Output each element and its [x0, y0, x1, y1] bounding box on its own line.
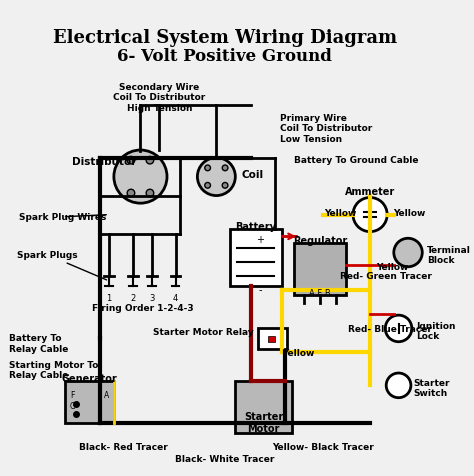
Bar [235, 381, 292, 433]
Circle shape [222, 183, 228, 189]
Text: 6- Volt Positive Ground: 6- Volt Positive Ground [118, 48, 332, 64]
Text: Firing Order 1-2-4-3: Firing Order 1-2-4-3 [91, 303, 193, 312]
Text: 2: 2 [130, 294, 136, 303]
Circle shape [353, 198, 387, 232]
Text: Terminal
Block: Terminal Block [427, 246, 471, 265]
Text: Yellow- Black Tracer: Yellow- Black Tracer [272, 442, 374, 451]
Text: Secondary Wire
Coil To Distributor
High Tension: Secondary Wire Coil To Distributor High … [113, 82, 206, 112]
Text: Yellow: Yellow [325, 208, 357, 218]
Text: 4: 4 [173, 294, 178, 303]
Text: Distributor: Distributor [72, 157, 137, 167]
Circle shape [386, 373, 411, 398]
Circle shape [222, 166, 228, 171]
Text: Black- White Tracer: Black- White Tracer [175, 454, 274, 463]
Circle shape [127, 190, 135, 198]
Text: Starting Motor To
Relay Cable: Starting Motor To Relay Cable [9, 360, 99, 379]
Bar [268, 337, 275, 342]
Text: Generator: Generator [61, 373, 117, 383]
Text: -: - [258, 284, 262, 294]
Text: A: A [104, 390, 109, 399]
Text: Battery To Ground Cable: Battery To Ground Cable [294, 156, 419, 164]
Text: +: + [256, 234, 264, 244]
Text: Red- Blue Tracer: Red- Blue Tracer [348, 324, 432, 333]
Text: Ignition
Lock: Ignition Lock [416, 321, 455, 340]
Text: Red- Green Tracer: Red- Green Tracer [340, 272, 432, 281]
Text: Yellow: Yellow [393, 208, 425, 218]
Bar [64, 381, 114, 424]
Text: Spark Plugs: Spark Plugs [17, 251, 107, 280]
Text: Battery To
Relay Cable: Battery To Relay Cable [9, 334, 69, 353]
Text: Electrical System Wiring Diagram: Electrical System Wiring Diagram [53, 29, 397, 47]
Text: 3: 3 [149, 294, 155, 303]
Bar [258, 329, 287, 349]
Bar [294, 244, 346, 296]
Circle shape [197, 159, 235, 196]
Text: Ammeter: Ammeter [345, 187, 395, 197]
Text: Yellow: Yellow [282, 348, 314, 357]
Bar [229, 229, 282, 286]
Text: Regulator: Regulator [293, 236, 347, 246]
Text: Starter
Motor: Starter Motor [244, 412, 283, 433]
Text: A F B: A F B [310, 288, 331, 297]
Text: Yellow: Yellow [376, 262, 408, 271]
Circle shape [205, 166, 210, 171]
Text: 1: 1 [107, 294, 112, 303]
Circle shape [385, 316, 412, 342]
Text: Coil: Coil [241, 169, 263, 179]
Text: Primary Wire
Coil To Distributor
Low Tension: Primary Wire Coil To Distributor Low Ten… [280, 114, 372, 143]
Text: Battery: Battery [235, 222, 276, 232]
Text: Black- Red Tracer: Black- Red Tracer [79, 442, 168, 451]
Circle shape [127, 157, 135, 165]
Text: F
G: F G [69, 390, 75, 410]
Circle shape [394, 239, 422, 267]
Circle shape [205, 183, 210, 189]
Circle shape [146, 190, 154, 198]
Circle shape [114, 151, 167, 204]
Circle shape [146, 157, 154, 165]
Text: Spark Plug Wires: Spark Plug Wires [19, 213, 106, 222]
Text: Starter
Switch: Starter Switch [414, 378, 450, 397]
Text: Starter Motor Relay: Starter Motor Relay [153, 327, 254, 336]
